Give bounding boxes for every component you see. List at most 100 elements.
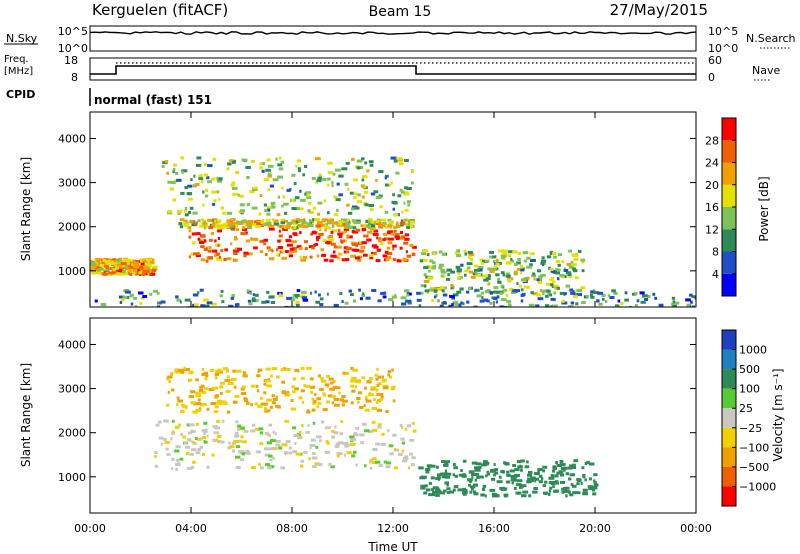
heatmap-cell-high-scatter [334,168,341,172]
heatmap-cell-main-arc [288,446,292,450]
heatmap-cell-high-scatter [305,384,311,388]
heatmap-cell-near-range [652,292,656,296]
heatmap-cell-post-13 [520,278,526,282]
heatmap-cell-post-13 [420,284,427,288]
heatmap-cell-near-range [672,300,676,304]
heatmap-cell-main-arc [320,248,324,252]
heatmap-cell-upper-band [370,224,376,228]
heatmap-cell-post-13-band [482,460,487,464]
heatmap-cell-high-scatter [376,383,380,387]
heatmap-cell-near-range [365,296,371,300]
heatmap-cell-post-13-band [420,475,424,479]
heatmap-cell-high-scatter [263,382,267,386]
heatmap-cell-upper-band [265,218,271,222]
nave-tick-top: 60 [708,54,722,67]
heatmap-cell-post-13 [551,280,556,284]
heatmap-cell-post-13-band [534,477,540,481]
power-colorbar-tick-label: 12 [705,223,719,236]
heatmap-cell-high-scatter [174,370,179,374]
heatmap-cell-main-arc [242,228,247,231]
heatmap-cell-post-13-band [475,462,482,466]
heatmap-cell-main-arc [211,453,215,457]
heatmap-cell-post-13-band [558,470,564,474]
heatmap-cell-near-range [449,294,455,298]
heatmap-cell-post-13 [530,259,536,262]
heatmap-cell-main-arc [341,258,348,262]
heatmap-cell-early-patch [133,262,138,266]
heatmap-cell-upper-band [251,223,257,226]
heatmap-cell-post-13 [440,270,447,274]
heatmap-cell-upper-band [286,221,293,225]
heatmap-cell-upper-band [407,222,410,226]
heatmap-cell-near-range [561,301,568,305]
heatmap-cell-post-13-band [563,468,566,472]
heatmap-cell-near-range [160,300,166,304]
heatmap-cell-post-13 [419,259,424,263]
heatmap-cell-high-scatter [217,400,221,404]
heatmap-cell-post-13 [550,283,554,287]
heatmap-cell-post-13-band [516,460,521,464]
heatmap-cell-near-range [537,297,544,301]
heatmap-cell-main-arc [264,453,270,457]
heatmap-cell-high-scatter [356,166,361,170]
heatmap-cell-post-13-band [482,487,486,491]
heatmap-cell-post-13 [428,276,431,280]
heatmap-cell-high-scatter [204,387,208,391]
heatmap-cell-near-range [270,301,275,304]
heatmap-cell-high-scatter [295,164,298,168]
heatmap-cell-post-13-band [489,488,496,492]
heatmap-cell-main-arc [343,453,346,457]
heatmap-cell-high-scatter [215,190,220,194]
heatmap-cell-upper-band [322,223,325,227]
heatmap-cell-main-arc [243,451,248,455]
heatmap-cell-high-scatter [215,369,219,373]
heatmap-cell-main-arc [188,235,192,239]
heatmap-cell-near-range [490,291,493,295]
heatmap-cell-high-scatter [270,374,273,378]
heatmap-cell-high-scatter [333,380,336,383]
heatmap-cell-high-scatter [364,161,368,165]
heatmap-cell-main-arc [212,425,218,429]
heatmap-cell-post-13-band [552,485,555,489]
heatmap-cell-high-scatter [269,184,274,188]
heatmap-cell-post-13-band [458,473,465,477]
heatmap-cell-high-scatter [351,389,356,393]
heatmap-cell-upper-band [314,218,320,222]
heatmap-cell-post-13 [484,290,491,294]
heatmap-cell-main-arc [266,441,273,445]
heatmap-cell-upper-band [233,224,239,228]
heatmap-cell-main-arc [268,423,273,427]
heatmap-cell-main-arc [339,239,346,243]
heatmap-cell-upper-band [232,222,239,226]
heatmap-cell-post-13-band [520,459,525,463]
heatmap-cell-high-scatter [212,202,216,206]
heatmap-cell-main-arc [305,430,310,434]
heatmap-cell-early-patch [106,260,111,264]
heatmap-cell-near-range [123,289,130,292]
heatmap-cell-near-range [319,297,324,301]
heatmap-cell-post-13 [550,276,555,280]
heatmap-cell-high-scatter [397,157,402,161]
heatmap-cell-high-scatter [373,398,376,402]
heatmap-cell-post-13 [508,278,512,282]
heatmap-cell-main-arc [265,253,268,256]
heatmap-cell-early-patch [152,258,155,262]
heatmap-cell-upper-band [178,222,183,226]
heatmap-cell-upper-band [300,224,305,228]
heatmap-cell-post-13 [580,258,586,262]
heatmap-cell-near-range [292,293,297,297]
heatmap-cell-post-13 [574,276,579,280]
heatmap-cell-post-13 [492,255,497,259]
heatmap-cell-high-scatter [217,370,223,374]
heatmap-cell-near-range [624,291,628,295]
y-tick-label: 1000 [58,471,86,484]
heatmap-cell-post-13-band [446,460,451,464]
heatmap-cell-main-arc [330,230,334,234]
heatmap-cell-main-arc [399,423,403,427]
heatmap-cell-main-arc [171,419,175,423]
heatmap-cell-post-13-band [582,488,588,492]
heatmap-cell-post-13 [549,267,554,271]
nave-label: Nave [752,64,780,77]
heatmap-cell-near-range [609,296,615,299]
